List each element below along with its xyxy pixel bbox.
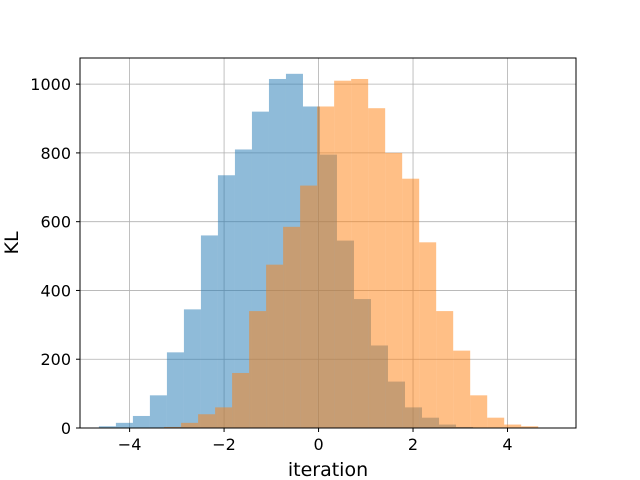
histogram-bar-series-2: [164, 426, 182, 428]
histogram-bar-series-2: [283, 226, 301, 428]
histogram-bar-series-1: [115, 422, 133, 428]
histogram-bar-series-2: [215, 407, 233, 428]
histogram-bar-series-1: [166, 352, 184, 428]
x-tick-label: 4: [502, 435, 512, 454]
histogram-bar-series-2: [300, 185, 318, 428]
histogram-bars: [98, 73, 539, 429]
y-tick-label: 600: [40, 213, 71, 232]
histogram-bar-series-2: [249, 311, 267, 428]
histogram-bar-series-2: [470, 395, 488, 428]
histogram-bar-series-2: [317, 106, 335, 428]
histogram-bar-series-1: [200, 235, 218, 428]
histogram-bar-series-2: [487, 417, 505, 428]
histogram-bar-series-1: [132, 415, 150, 428]
histogram-bar-series-2: [232, 372, 250, 428]
histogram-bar-series-2: [368, 108, 386, 428]
x-tick-label: 0: [313, 435, 323, 454]
y-axis-label: KL: [1, 231, 23, 254]
x-tick-label: −2: [212, 435, 236, 454]
histogram-bar-series-2: [385, 152, 403, 429]
histogram-bar-series-2: [181, 422, 199, 428]
histogram-bar-series-2: [521, 426, 539, 428]
histogram-bar-series-1: [183, 309, 201, 428]
histogram-bar-series-2: [198, 414, 216, 428]
y-tick-label: 1000: [30, 75, 71, 94]
plot-frame: [79, 57, 577, 429]
histogram-bar-series-1: [234, 149, 252, 429]
axis-ticks: −4 −2 0 2 4 0 200 400 600 800 1000: [30, 75, 512, 454]
histogram-bar-series-2: [266, 264, 284, 428]
x-axis-label: iteration: [288, 459, 368, 480]
histogram-bar-series-2: [419, 242, 437, 428]
histogram-bar-series-2: [351, 78, 369, 429]
histogram-bar-series-1: [217, 175, 235, 428]
x-tick-label: −4: [118, 435, 142, 454]
y-tick-label: 800: [40, 144, 71, 163]
histogram-bar-series-1: [98, 426, 116, 428]
histogram-bar-series-2: [334, 80, 352, 429]
histogram-bar-series-2: [504, 424, 522, 428]
histogram-bar-series-1: [149, 395, 167, 428]
y-tick-label: 0: [61, 419, 71, 438]
histogram-bar-series-2: [436, 311, 454, 428]
y-tick-label: 400: [40, 281, 71, 300]
histogram-bar-series-2: [453, 350, 471, 428]
x-tick-label: 2: [408, 435, 418, 454]
histogram-bar-series-2: [402, 178, 420, 428]
y-tick-label: 200: [40, 350, 71, 369]
